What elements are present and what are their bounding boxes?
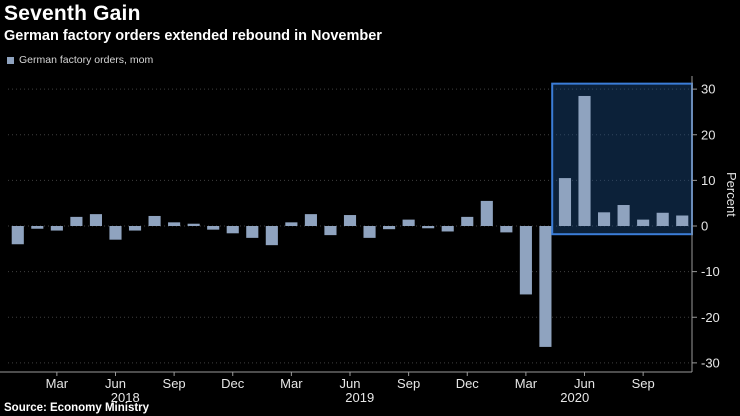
bar (383, 226, 396, 230)
bar (461, 216, 474, 226)
x-tick-label: Dec (456, 376, 480, 391)
x-tick-label: Sep (397, 376, 420, 391)
bar (676, 215, 689, 226)
bar (597, 212, 611, 226)
bar (207, 226, 220, 230)
bar (480, 200, 493, 226)
y-tick-label: -20 (701, 310, 720, 325)
legend-swatch-icon (7, 56, 14, 64)
legend-label: German factory orders, mom (19, 54, 154, 66)
year-label: 2020 (560, 390, 589, 405)
x-tick-label: Sep (632, 376, 655, 391)
source-note: Source: Economy Ministry (4, 402, 150, 414)
y-axis-title: Percent (724, 172, 739, 217)
bar (31, 226, 44, 229)
bar (11, 226, 24, 245)
y-tick-label: -10 (701, 264, 720, 279)
bar (343, 215, 357, 226)
bar (656, 212, 669, 226)
bar (422, 226, 435, 229)
bar (246, 226, 259, 238)
bar (441, 226, 454, 232)
bar (324, 226, 337, 236)
year-label: 2019 (345, 390, 374, 405)
x-tick-label: Dec (221, 376, 245, 391)
y-tick-label: 20 (701, 127, 715, 142)
y-tick-label: -30 (701, 355, 720, 370)
bar (226, 226, 239, 234)
y-tick-label: 30 (701, 82, 715, 97)
x-tick-label: Mar (46, 376, 69, 391)
x-tick-label: Jun (340, 376, 361, 391)
x-tick-label: Mar (280, 376, 303, 391)
bar (89, 214, 103, 226)
bar (363, 226, 376, 238)
bar (285, 222, 298, 226)
bar (50, 226, 63, 231)
bar (519, 226, 532, 295)
x-tick-label: Jun (105, 376, 126, 391)
bar (265, 226, 278, 246)
bar (304, 214, 317, 226)
bar (187, 223, 200, 226)
bar (539, 226, 552, 347)
bar (578, 95, 591, 226)
bar (617, 205, 630, 226)
bar (168, 222, 181, 226)
bar (402, 219, 415, 226)
y-tick-label: 10 (701, 173, 715, 188)
bar (109, 226, 122, 240)
bar (128, 226, 142, 231)
chart-subtitle: German factory orders extended rebound i… (4, 28, 382, 44)
bar (637, 219, 650, 226)
x-tick-label: Sep (163, 376, 186, 391)
x-tick-label: Mar (515, 376, 538, 391)
year-label: 2018 (111, 390, 140, 405)
chart-title: Seventh Gain (4, 2, 141, 25)
x-tick-label: Jun (574, 376, 595, 391)
bar (500, 226, 513, 233)
bar (148, 215, 161, 226)
legend: German factory orders, mom (7, 54, 153, 66)
y-tick-label: 0 (701, 219, 708, 234)
bar (558, 178, 572, 226)
bar (70, 216, 83, 226)
